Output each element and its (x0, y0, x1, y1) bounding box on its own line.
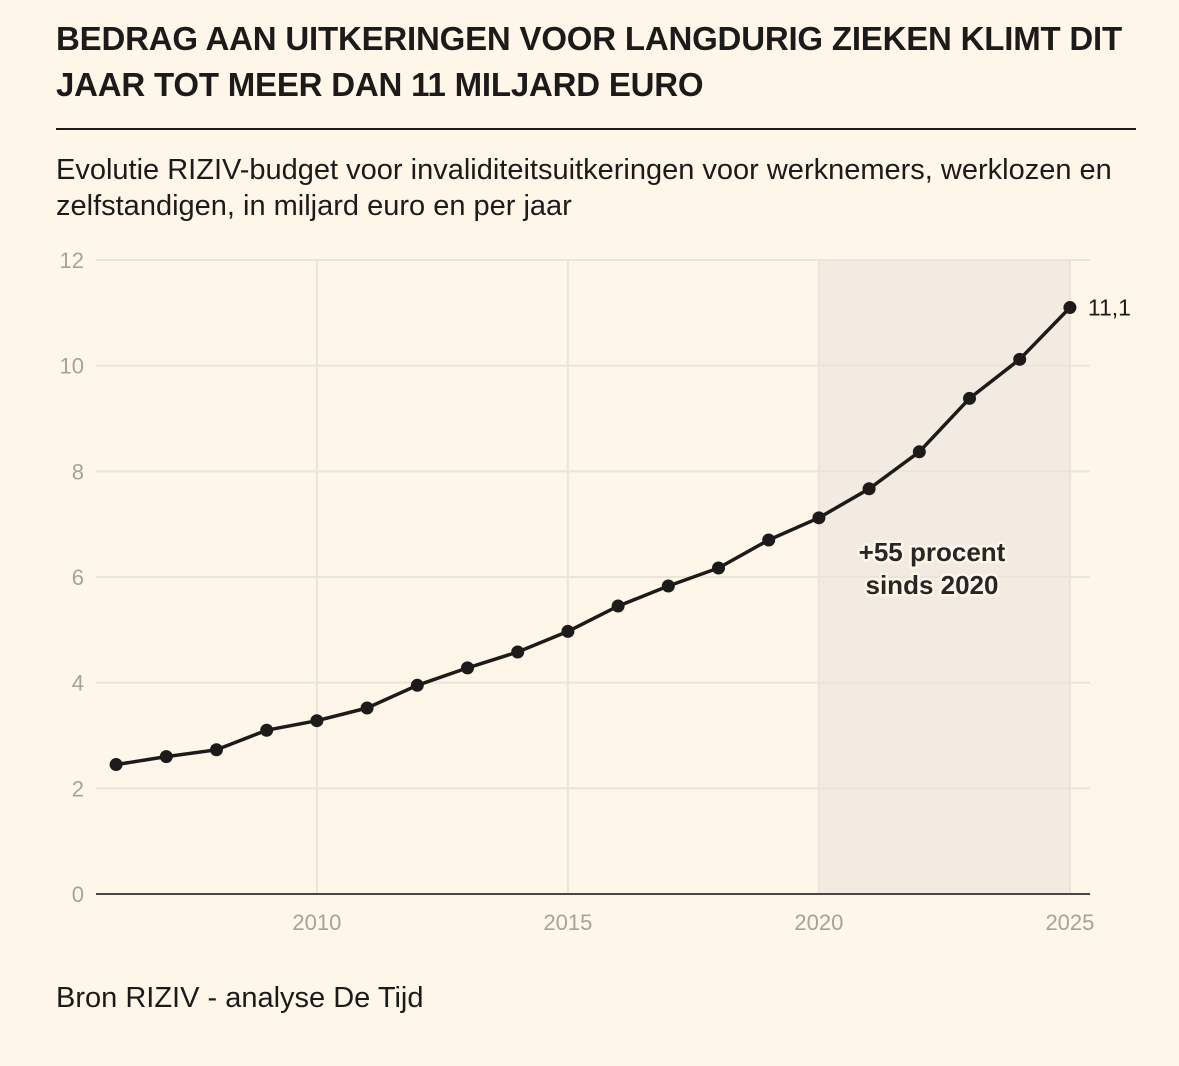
y-tick-label: 12 (60, 248, 84, 273)
x-tick-label: 2025 (1045, 910, 1094, 935)
data-point-2010 (310, 714, 324, 728)
chart-title: BEDRAG AAN UITKERINGEN VOOR LANGDURIG ZI… (56, 20, 1122, 103)
data-point-2013 (460, 661, 474, 675)
x-tick-label: 2010 (292, 910, 341, 935)
annotation-line: +55 procent (859, 537, 1006, 567)
title-divider (56, 128, 1136, 130)
data-point-2016 (611, 599, 625, 613)
line-chart: 0 2 4 6 8 10 12 2010 2015 2020 2025 11,1 +55 procen… (60, 248, 1131, 935)
data-point-2020 (812, 511, 826, 525)
y-tick-label: 2 (72, 776, 84, 801)
data-point-2007 (159, 750, 173, 764)
data-point-2024 (1013, 352, 1027, 366)
data-point-2017 (661, 579, 675, 593)
data-point-2022 (912, 445, 926, 459)
source-note: Bron RIZIV - analyse De Tijd (56, 982, 424, 1014)
data-point-2009 (260, 723, 274, 737)
data-point-2025 (1063, 301, 1077, 315)
data-point-2012 (410, 678, 424, 692)
y-tick-label: 10 (60, 354, 84, 379)
y-tick-label: 6 (72, 565, 84, 590)
data-point-2008 (209, 743, 223, 757)
data-point-2006 (109, 758, 123, 772)
series-line (114, 305, 1072, 767)
end-value-label: 11,1 (1088, 295, 1131, 321)
y-tick-label: 0 (72, 882, 84, 907)
data-point-2011 (360, 701, 374, 715)
x-tick-label: 2015 (543, 910, 592, 935)
data-point-2014 (511, 645, 525, 659)
chart-subtitle: Evolutie RIZIV-budget voor invaliditeits… (56, 154, 1112, 222)
data-point-2015 (561, 624, 575, 638)
data-point-2021 (862, 482, 876, 496)
annotation-line: sinds 2020 (866, 570, 999, 600)
data-point-2018 (712, 561, 726, 575)
data-point-2023 (963, 391, 977, 405)
y-tick-label: 8 (72, 459, 84, 484)
data-point-2019 (762, 533, 776, 547)
y-tick-label: 4 (72, 671, 84, 696)
x-tick-label: 2020 (794, 910, 843, 935)
